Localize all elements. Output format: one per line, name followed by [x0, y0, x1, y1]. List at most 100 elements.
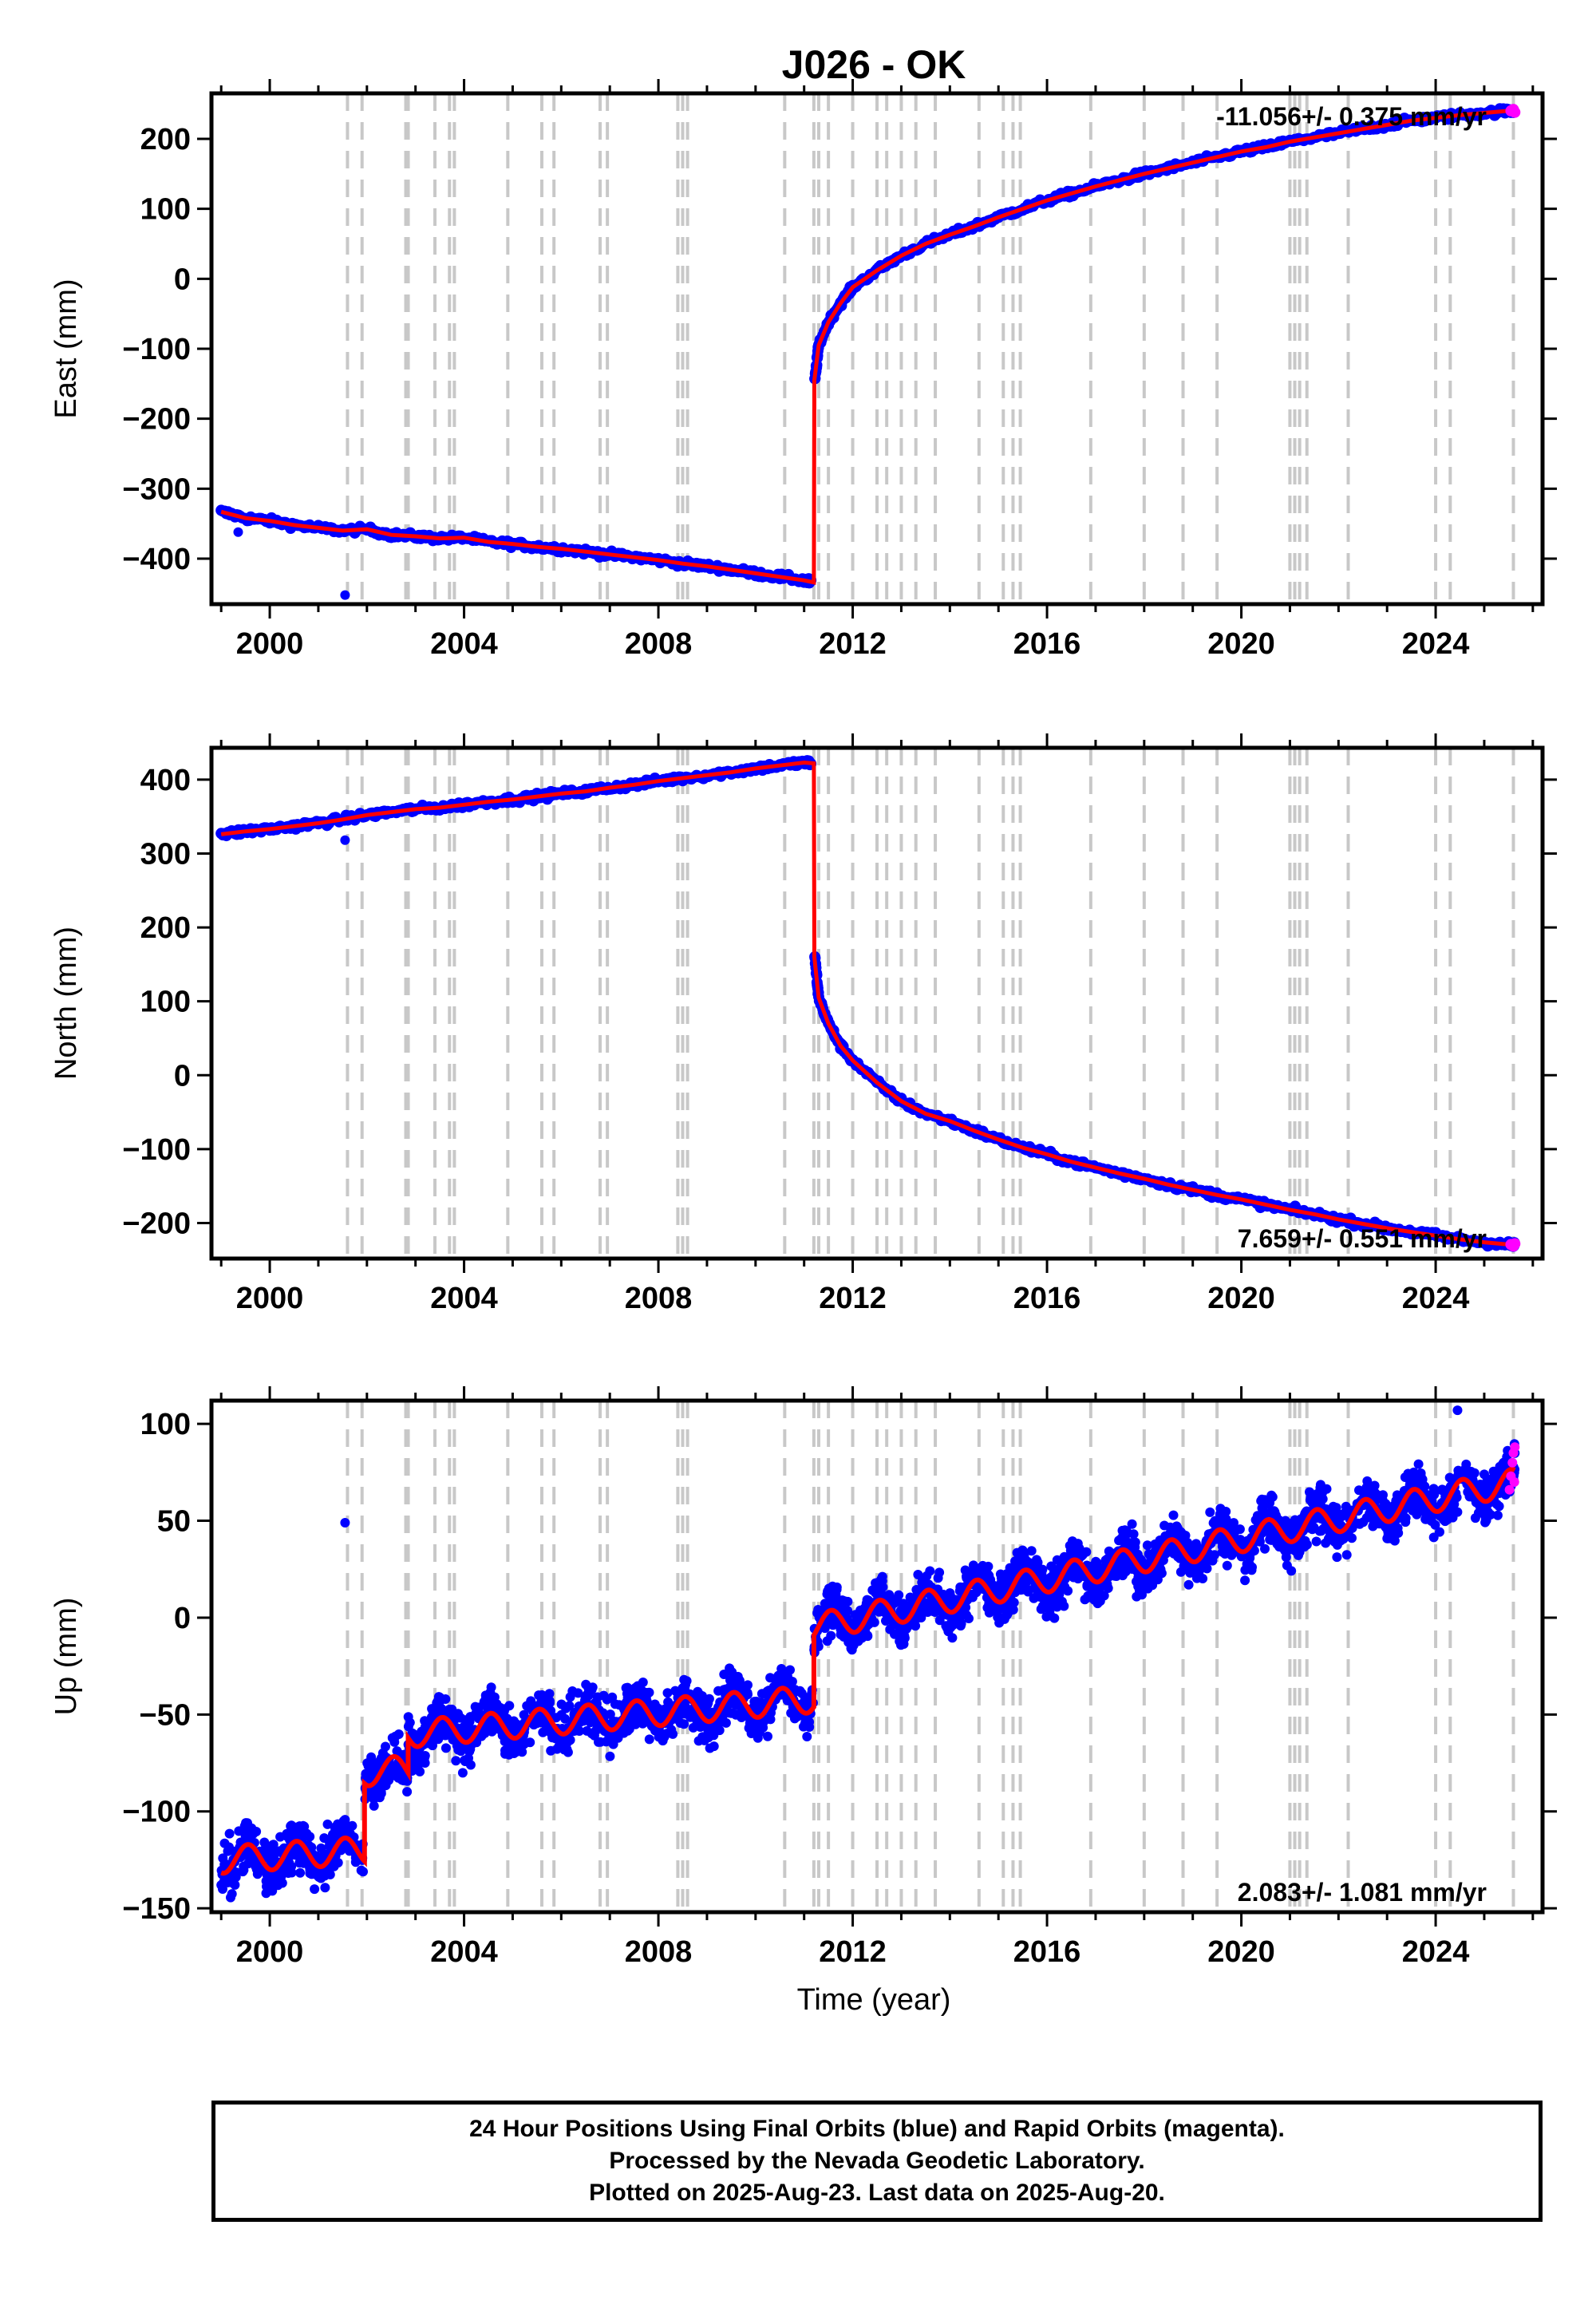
data-point [382, 1769, 393, 1780]
plot-area-north [215, 748, 1521, 1259]
data-point [922, 1606, 932, 1615]
data-point [1341, 1550, 1352, 1560]
x-tick-label: 2016 [1013, 1282, 1081, 1315]
data-point [605, 1731, 615, 1741]
rate-label-east: -11.056+/- 0.375 mm/yr [1216, 102, 1487, 131]
data-point [789, 1713, 800, 1724]
data-point [734, 1675, 745, 1686]
data-point [539, 1691, 548, 1701]
data-point [1037, 1564, 1048, 1575]
data-point [440, 1743, 451, 1753]
data-point [256, 1865, 267, 1875]
data-point [457, 1768, 468, 1778]
data-point [519, 1709, 529, 1720]
data-point [592, 1692, 602, 1702]
data-point [1036, 1604, 1046, 1614]
data-point [268, 1875, 279, 1885]
outlier-point [340, 835, 350, 845]
data-point [737, 1684, 748, 1694]
data-point [1148, 1580, 1158, 1591]
data-point [560, 1713, 571, 1724]
data-point [1002, 1604, 1013, 1614]
x-tick-label: 2012 [819, 627, 887, 661]
data-point [1499, 1457, 1509, 1468]
panel-frame-north [209, 745, 1545, 1261]
data-point [502, 1713, 512, 1724]
x-tick-label: 2020 [1207, 1282, 1275, 1315]
rapid-orbit-point [1509, 106, 1521, 118]
data-point [480, 1690, 491, 1701]
data-point [1265, 1498, 1275, 1508]
data-point [1222, 1560, 1232, 1571]
data-point [836, 1630, 846, 1640]
data-point [996, 1573, 1006, 1583]
data-point [713, 1686, 724, 1696]
y-tick-label: 0 [174, 263, 191, 296]
x-tick-label: 2024 [1402, 1282, 1470, 1315]
data-point [802, 1732, 812, 1741]
y-tick-label: −200 [122, 1207, 191, 1241]
data-point [591, 1725, 601, 1736]
data-point [241, 1828, 251, 1839]
data-point [1286, 1566, 1297, 1576]
x-tick-label: 2016 [1013, 627, 1081, 661]
data-point [1309, 1522, 1319, 1532]
data-point [397, 1775, 407, 1785]
data-point [1332, 1552, 1342, 1563]
data-point [583, 1684, 594, 1694]
y-tick-label: 200 [140, 911, 191, 945]
data-point [261, 1843, 271, 1853]
y-tick-label: 100 [140, 193, 191, 227]
data-point [668, 1729, 678, 1739]
data-point [1435, 1527, 1444, 1537]
data-point [1183, 1579, 1194, 1590]
outlier-point [233, 527, 243, 537]
data-point [413, 1761, 423, 1771]
data-point [1446, 1507, 1456, 1517]
data-point [989, 1580, 999, 1591]
data-point [1168, 1510, 1179, 1520]
x-tick-label: 2000 [236, 1282, 304, 1315]
data-point [275, 1832, 286, 1842]
data-point [420, 1716, 430, 1726]
x-tick-label: 2008 [625, 627, 693, 661]
plot-area-east [215, 93, 1521, 604]
data-point [1369, 1480, 1380, 1491]
panel-north: 2000 2004 2008 2012 2016 2020 2024−200−1000100… [49, 733, 1557, 1315]
y-tick-label: 400 [140, 764, 191, 797]
data-point [737, 1713, 747, 1722]
data-point [320, 1883, 330, 1893]
data-point [555, 1736, 565, 1746]
x-tick-label: 2008 [625, 1282, 693, 1315]
data-point [677, 1705, 687, 1715]
data-point [428, 1733, 438, 1743]
y-tick-label: 300 [140, 837, 191, 871]
data-point [872, 1606, 882, 1616]
data-point [721, 1717, 731, 1728]
data-point [525, 1737, 535, 1748]
y-axis-label-north: North (mm) [49, 927, 83, 1080]
data-point [1492, 1510, 1503, 1520]
data-point [239, 1865, 249, 1875]
data-point [1127, 1519, 1137, 1529]
data-point [402, 1787, 413, 1797]
data-point [1215, 1504, 1226, 1514]
data-point [1494, 1501, 1504, 1512]
data-point [640, 1715, 650, 1725]
data-point [1132, 1591, 1142, 1602]
data-point [345, 1828, 355, 1839]
data-point [286, 1867, 297, 1878]
data-point [363, 1761, 373, 1771]
data-point [1045, 1611, 1056, 1621]
data-point [1082, 1580, 1092, 1591]
data-point [644, 1734, 654, 1745]
data-point [420, 1751, 430, 1761]
data-point [295, 1867, 306, 1878]
rapid-orbit-point [1509, 1238, 1521, 1250]
data-point [1114, 1535, 1124, 1546]
data-point [719, 1670, 729, 1679]
data-point [670, 1686, 681, 1696]
data-point [456, 1713, 466, 1723]
data-point [529, 1720, 539, 1730]
